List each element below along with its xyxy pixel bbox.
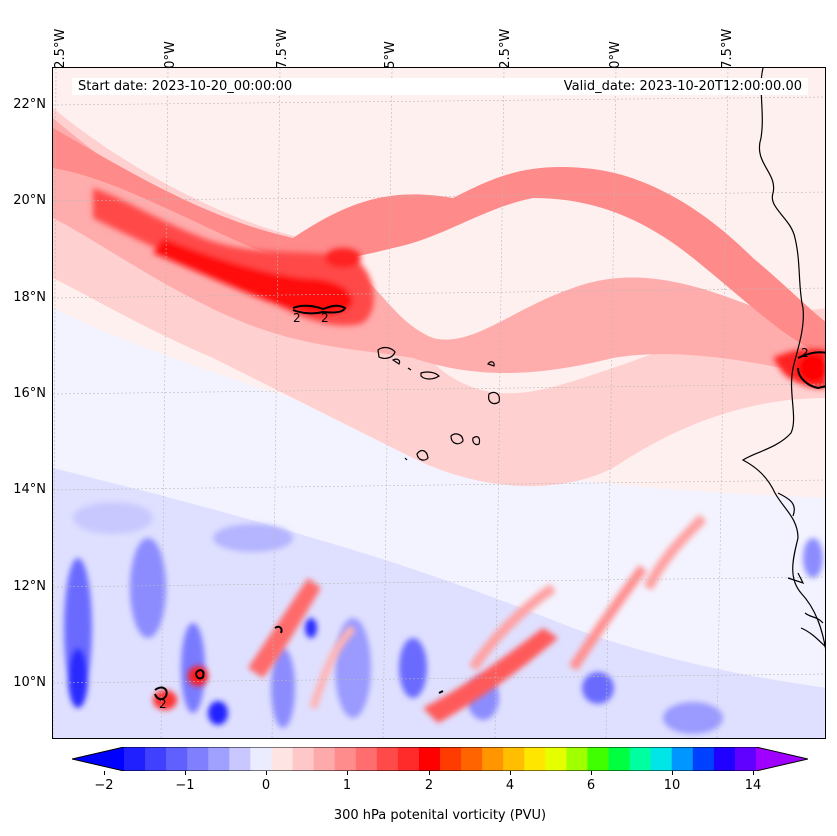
colorbar-tick-label: 1	[342, 778, 352, 793]
colorbar-segment	[440, 747, 462, 771]
pv-band-mid	[53, 118, 825, 378]
contour-label: 2	[159, 697, 167, 711]
colorbar-segment	[566, 747, 589, 771]
colorbar-title: 300 hPa potenital vorticity (PVU)	[333, 808, 547, 823]
neg-blobs	[64, 502, 823, 734]
colorbar-segment	[629, 747, 652, 771]
colorbar-segment	[355, 747, 378, 771]
colorbar-segment	[292, 747, 315, 771]
colorbar-segment	[671, 747, 694, 771]
colorbar-extend-min	[72, 747, 124, 771]
colorbar-tickmark	[185, 771, 186, 775]
lat-tick-label: 10°N	[13, 675, 46, 690]
pv-band-upper	[53, 128, 825, 358]
colorbar-segment	[229, 747, 251, 771]
colorbar-segment	[376, 747, 399, 771]
colorbar-segment	[418, 747, 441, 771]
colorbar-tickmark	[672, 771, 673, 775]
colorbar-segment	[692, 747, 715, 771]
colorbar-segment	[650, 747, 673, 771]
colorbar-extend-max	[756, 747, 808, 771]
colorbar-segment	[187, 747, 209, 771]
colorbar-segment	[208, 747, 230, 771]
colorbar-tick-label: −2	[94, 778, 114, 793]
pv-map: 2 2 2 2	[52, 67, 826, 739]
contour-label: 2	[321, 311, 329, 325]
colorbar	[72, 747, 808, 771]
coastline	[741, 68, 825, 649]
colorbar-tickmark	[753, 771, 754, 775]
colorbar-segment	[524, 747, 546, 771]
colorbar-tickmark	[266, 771, 267, 775]
colorbar-segment	[166, 747, 188, 771]
lat-tick-label: 22°N	[13, 97, 46, 112]
colorbar-tickmark	[510, 771, 511, 775]
colorbar-segment	[313, 747, 336, 771]
lat-tick-label: 18°N	[13, 290, 46, 305]
colorbar-segment	[334, 747, 357, 771]
colorbar-segment	[461, 747, 483, 771]
colorbar-segment	[250, 747, 273, 771]
lat-tick-label: 16°N	[13, 386, 46, 401]
colorbar-segment	[734, 747, 757, 771]
colorbar-tick-label: 10	[663, 778, 681, 793]
contour-label: 2	[293, 311, 301, 325]
colorbar-segment	[713, 747, 736, 771]
lat-tick-label: 20°N	[13, 193, 46, 208]
colorbar-segment	[124, 747, 146, 771]
colorbar-tickmark	[429, 771, 430, 775]
pv-2-contours	[154, 304, 825, 701]
colorbar-segment	[608, 747, 631, 771]
contour-label: 2	[801, 346, 809, 360]
colorbar-tickmark	[104, 771, 105, 775]
pv-contour-field: 2 2 2 2	[53, 68, 825, 738]
valid-date-label: Valid_date: 2023-10-20T12:00:00.00	[563, 79, 802, 94]
colorbar-tickmark	[347, 771, 348, 775]
colorbar-segment	[587, 747, 610, 771]
pv-streaks	[153, 514, 707, 723]
pv-band-outer	[53, 108, 825, 487]
pv-2-contour-labels: 2 2 2 2	[159, 311, 809, 711]
lat-tick-label: 14°N	[13, 482, 46, 497]
lat-tick-label: 12°N	[13, 579, 46, 594]
start-date-label: Start date: 2023-10-20_00:00:00	[78, 79, 293, 94]
colorbar-segment	[271, 747, 294, 771]
colorbar-tick-label: 2	[424, 778, 434, 793]
colorbar-tick-label: 6	[586, 778, 596, 793]
colorbar-segment	[503, 747, 525, 771]
colorbar-segment	[545, 747, 567, 771]
colorbar-segment	[482, 747, 504, 771]
colorbar-tick-label: 14	[744, 778, 762, 793]
colorbar-tickmark	[591, 771, 592, 775]
colorbar-segment	[145, 747, 167, 771]
colorbar-tick-label: 4	[505, 778, 515, 793]
colorbar-tick-label: 0	[261, 778, 271, 793]
colorbar-segment	[397, 747, 420, 771]
colorbar-tick-label: −1	[175, 778, 195, 793]
date-info-bar: Start date: 2023-10-20_00:00:00 Valid_da…	[72, 78, 808, 95]
gridlines	[53, 68, 825, 738]
islands	[377, 346, 500, 461]
